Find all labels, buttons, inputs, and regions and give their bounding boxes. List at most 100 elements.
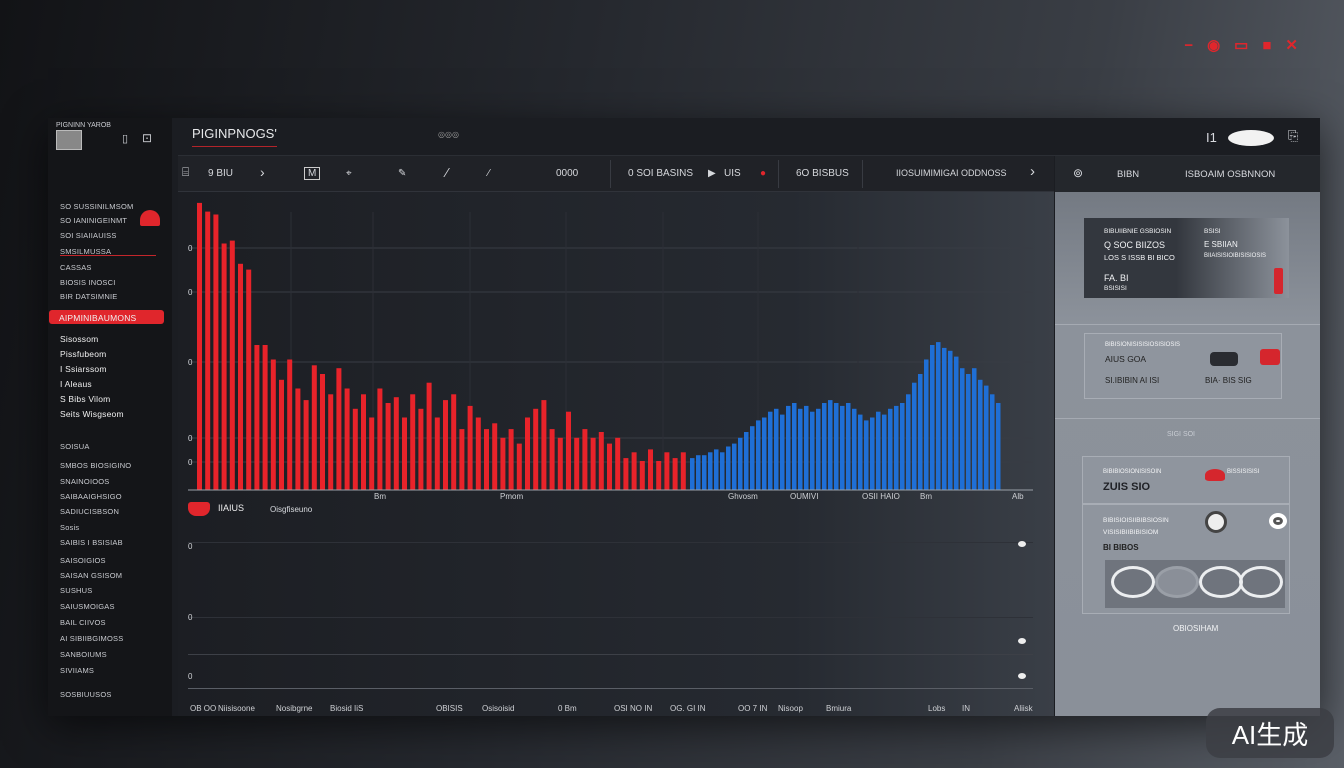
alert-indicator — [140, 210, 160, 226]
toolbar-item[interactable]: 0000 — [556, 168, 579, 179]
tab[interactable]: ISBOAIM OSBNNON — [1185, 169, 1276, 180]
value-card[interactable]: BIBIBIOSIONISISOIN ZUIS SIO BISSISISISI — [1082, 456, 1290, 504]
avatar[interactable] — [1205, 511, 1227, 533]
metric-card[interactable]: BIBISIONISISISIOSISIOSIS AIUS GOA SI.IBI… — [1084, 333, 1282, 399]
y-tick-label: 0 — [188, 288, 193, 297]
sidebar-item[interactable]: Pissfubeom — [60, 349, 107, 359]
sidebar-item[interactable]: I Aleaus — [60, 379, 92, 389]
record-toggle[interactable] — [1269, 513, 1287, 529]
camera-icon[interactable]: ⌸ — [182, 165, 190, 179]
sidebar-item[interactable]: BIOSIS INOSCI — [60, 278, 116, 287]
record-dot-icon[interactable]: ● — [760, 168, 767, 179]
bar-red — [557, 437, 563, 490]
cursor-icon[interactable]: ⌖ — [346, 168, 352, 179]
book-icon[interactable]: ⊡ — [142, 131, 153, 145]
sidebar-item[interactable]: AI SIBIIBGIMOSS — [60, 634, 124, 643]
sidebar-item[interactable]: CASSAS — [60, 263, 92, 272]
tile-button[interactable]: ■ — [1262, 36, 1272, 54]
sidebar-item[interactable]: SAISAN GSISOM — [60, 571, 123, 580]
line-icon[interactable]: ∕ — [446, 165, 449, 180]
sidebar-item[interactable]: SMSILMUSSA — [60, 247, 112, 256]
chevron-right-icon[interactable]: › — [1030, 163, 1035, 180]
frame-icon[interactable]: M — [304, 167, 321, 180]
card-line: AIUS GOA — [1105, 354, 1147, 364]
sidebar-item[interactable]: SAISOIGIOS — [60, 556, 106, 565]
sidebar-item[interactable]: SNAINOIOOS — [60, 477, 110, 486]
bar-blue — [936, 342, 941, 490]
panel-footer: OBIOSIHAM — [1173, 624, 1219, 633]
bar-blue — [948, 350, 953, 490]
bar-red — [508, 429, 514, 490]
sidebar-item[interactable]: Sosis — [60, 523, 80, 532]
toolbar-item[interactable]: IIOSUIMIMIGAI ODDNOSS — [896, 168, 1007, 178]
toolbar-item[interactable]: UIS — [724, 168, 741, 179]
minimize-button[interactable]: − — [1184, 36, 1194, 54]
red-slider[interactable] — [1274, 268, 1283, 294]
toolbar-item[interactable]: 0 SOI BASINS — [628, 168, 694, 179]
restore-button[interactable]: ▭ — [1234, 37, 1249, 54]
bar-blue — [690, 458, 695, 490]
sidebar-item[interactable]: SANBOIUMS — [60, 650, 107, 659]
bar-blue — [954, 356, 959, 490]
red-flag-icon[interactable] — [1260, 349, 1280, 365]
series-point[interactable] — [1018, 541, 1026, 547]
sidebar-item[interactable]: Seits Wisgseom — [60, 409, 124, 419]
series-point[interactable] — [1018, 673, 1026, 679]
sidebar-item[interactable]: BAIL CIIVOS — [60, 618, 106, 627]
bar-blue — [720, 452, 725, 490]
toolbar-item[interactable]: 6O BISBUS — [796, 168, 849, 179]
toolbar-item[interactable]: 9 BIU — [208, 168, 234, 179]
sidebar-item[interactable]: SADIUCISBSON — [60, 507, 120, 516]
bar-blue — [870, 417, 875, 490]
bar-blue — [840, 405, 845, 490]
x-tick-label: Niisisoone — [218, 704, 255, 713]
sidebar-item[interactable]: SAIBIS I BSISIAB — [60, 538, 123, 547]
sidebar-item[interactable]: SOSBIUUSOS — [60, 690, 112, 699]
brush-icon[interactable]: ⁄ — [488, 168, 490, 179]
bar-red — [615, 437, 621, 490]
toggle-pill[interactable] — [1228, 130, 1274, 146]
sidebar-item[interactable]: SO SUSSINILMSOM — [60, 202, 134, 211]
sidebar-item[interactable]: AIPMINIBAUMONS — [49, 310, 164, 324]
fingerprint-icon[interactable]: ⊚ — [1073, 166, 1084, 180]
series-point[interactable] — [1018, 638, 1026, 644]
pen-icon[interactable]: ✎ — [398, 168, 407, 179]
lock-button[interactable] — [1155, 566, 1199, 598]
summary-card[interactable]: BIBUIIBNIE GSBIOSIN Q SOC BIIZOS LOS S I… — [1084, 218, 1289, 298]
export-icon[interactable]: ⎘ — [1288, 128, 1299, 143]
sidebar-item[interactable]: Sisossom — [60, 334, 99, 344]
sidebar-item[interactable]: S Bibs Vilom — [60, 394, 111, 404]
x-tick-label: Nisoop — [778, 704, 803, 713]
bar-red — [238, 263, 243, 490]
sidebar-item[interactable]: SUSHUS — [60, 586, 93, 595]
bar-red — [385, 403, 391, 490]
filter-button[interactable] — [1239, 566, 1283, 598]
bar-red — [344, 388, 350, 490]
bar-red — [303, 400, 309, 490]
sidebar-item[interactable]: BIR DATSIMNIE — [60, 292, 118, 301]
sidebar-item[interactable]: SMBOS BIOSIGINO — [60, 461, 132, 470]
close-button[interactable]: ✕ — [1285, 37, 1298, 54]
sidebar-item[interactable]: SAIUSMOIGAS — [60, 602, 115, 611]
copy-icon[interactable]: ▯ — [122, 133, 129, 145]
record-button[interactable]: ◉ — [1207, 37, 1221, 54]
playback-button[interactable] — [1111, 566, 1155, 598]
tab[interactable]: BIBN — [1117, 169, 1140, 180]
bar-blue — [798, 408, 803, 490]
sidebar-item[interactable]: SO IANINIGEINMT — [60, 216, 128, 225]
card-line: Q SOC BIIZOS — [1104, 240, 1166, 250]
chevron-right-icon[interactable]: › — [260, 164, 265, 180]
legend-swatch — [188, 502, 210, 516]
bar-red — [287, 359, 293, 490]
bar-blue — [822, 403, 827, 490]
sidebar-item[interactable]: I Ssiarssom — [60, 364, 107, 374]
sidebar-item[interactable]: SIVIIAMS — [60, 666, 95, 675]
play-icon[interactable]: ▶ — [708, 168, 716, 179]
bar-red — [328, 394, 334, 490]
bar-red — [402, 417, 407, 490]
search-button[interactable] — [1199, 566, 1243, 598]
bar-red — [566, 411, 571, 490]
sidebar-item[interactable]: SAIBAAIGHSIGO — [60, 492, 122, 501]
sidebar-item[interactable]: SOISUA — [60, 442, 90, 451]
sidebar-item[interactable]: SOI SIAIIAUISS — [60, 231, 117, 240]
